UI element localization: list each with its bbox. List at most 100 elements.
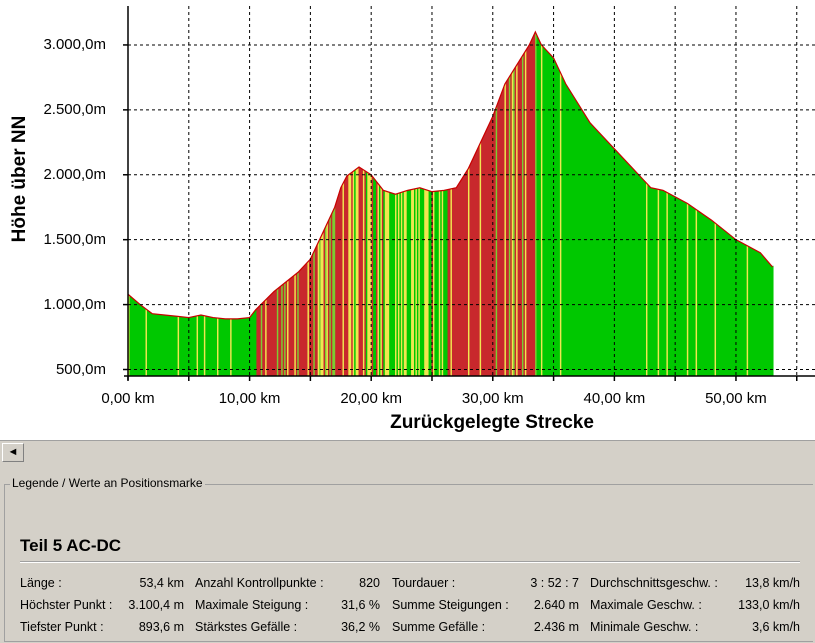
elevation-strip-350 [638, 174, 641, 376]
elevation-strip-333 [613, 148, 616, 376]
elevation-strip-426 [749, 246, 752, 376]
elevation-strip-116 [297, 271, 300, 376]
elevation-strip-14 [148, 310, 151, 376]
elevation-strip-161 [362, 169, 365, 376]
elevation-strip-169 [374, 179, 377, 376]
elevation-strip-217 [444, 189, 447, 376]
elevation-strip-16 [151, 312, 154, 376]
elevation-strip-225 [456, 185, 459, 376]
elevation-strip-328 [606, 140, 609, 376]
elevation-strip-194 [411, 189, 414, 376]
elevation-strip-15 [149, 311, 152, 376]
elevation-strip-237 [473, 153, 476, 376]
elevation-chart[interactable] [0, 0, 815, 440]
elevation-chart-panel[interactable]: Höhe über NN Zurückgelegte Strecke 500,0… [0, 0, 815, 440]
elevation-strip-272 [524, 49, 527, 376]
elevation-strip-401 [713, 221, 716, 376]
elevation-strip-81 [246, 317, 249, 376]
elevation-strip-112 [291, 276, 294, 376]
elevation-strip-425 [748, 246, 751, 376]
lowest-point-label: Tiefster Punkt : [20, 620, 104, 634]
elevation-strip-240 [478, 144, 481, 376]
elevation-strip-327 [605, 138, 608, 376]
elevation-strip-436 [764, 257, 767, 376]
elevation-strip-36 [180, 316, 183, 376]
elevation-strip-126 [311, 252, 314, 376]
elevation-strip-242 [481, 138, 484, 376]
elevation-strip-278 [533, 32, 536, 376]
elevation-strip-50 [200, 314, 204, 376]
elevation-strip-371 [669, 193, 672, 376]
elevation-strip-438 [767, 260, 770, 376]
elevation-strip-227 [459, 180, 462, 376]
elevation-strip-260 [507, 77, 510, 376]
elevation-strip-65 [222, 318, 225, 376]
elevation-strip-409 [724, 230, 727, 376]
elevation-strip-433 [759, 252, 762, 376]
elevation-strip-218 [446, 189, 449, 376]
elevation-strip-437 [765, 258, 768, 376]
elevation-strip-432 [758, 251, 761, 376]
elevation-strip-183 [395, 193, 398, 376]
elevation-strip-203 [424, 189, 427, 376]
elevation-strip-292 [554, 58, 557, 376]
elevation-strip-210 [434, 191, 437, 376]
elevation-strip-347 [634, 170, 637, 376]
elevation-strip-351 [640, 176, 643, 376]
elevation-strip-256 [501, 89, 504, 376]
elevation-strip-7 [138, 302, 141, 376]
elevation-strip-91 [260, 303, 263, 376]
legend-groupbox [4, 484, 813, 642]
elevation-strip-53 [205, 315, 208, 376]
elevation-strip-31 [173, 315, 176, 376]
min-speed-label: Minimale Geschw. : [590, 620, 699, 634]
elevation-strip-234 [469, 163, 472, 376]
elevation-strip-325 [602, 135, 605, 376]
elevation-strip-380 [682, 200, 685, 376]
elevation-strip-417 [736, 239, 739, 376]
scroll-left-arrow-icon[interactable]: ◄ [2, 443, 24, 462]
elevation-strip-296 [559, 71, 562, 376]
elevation-strip-393 [701, 213, 704, 376]
elevation-strip-22 [160, 314, 163, 376]
elevation-strip-392 [699, 212, 703, 376]
y-tick-label-1: 1.000,0m [43, 295, 106, 313]
elevation-strip-2 [130, 296, 133, 376]
elevation-strip-64 [221, 318, 224, 376]
elevation-strip-75 [237, 318, 240, 376]
elevation-strip-105 [281, 284, 284, 376]
elevation-strip-142 [335, 200, 338, 376]
elevation-strip-109 [287, 279, 290, 376]
elevation-strip-382 [685, 202, 688, 376]
elevation-strip-156 [355, 168, 358, 376]
elevation-strip-205 [427, 190, 430, 376]
elevation-strip-435 [762, 255, 765, 376]
elevation-strip-267 [517, 61, 520, 376]
y-tick-label-0: 500,0m [55, 360, 106, 378]
elevation-strip-261 [508, 75, 511, 376]
max-grade-label: Maximale Steigung : [195, 598, 309, 612]
avg-speed-value: 13,8 km/h [745, 576, 800, 590]
elevation-strip-47 [196, 315, 199, 376]
elevation-strip-364 [659, 189, 662, 376]
horizontal-scrollbar[interactable]: ◄ [0, 440, 815, 463]
elevation-strip-33 [176, 316, 179, 376]
elevation-strip-295 [558, 68, 561, 376]
elevation-strip-317 [590, 123, 593, 376]
elevation-strip-259 [505, 80, 508, 376]
elevation-strip-67 [225, 318, 228, 376]
elevation-strip-96 [268, 295, 271, 376]
elevation-strip-361 [654, 188, 657, 376]
elevation-strip-375 [675, 196, 678, 376]
max-speed-label: Maximale Geschw. : [590, 598, 702, 612]
elevation-strip-228 [460, 178, 463, 376]
elevation-strip-377 [678, 198, 681, 376]
elevation-strip-10 [142, 306, 145, 376]
checkpoints-value: 820 [359, 576, 380, 590]
elevation-strip-268 [519, 58, 522, 376]
elevation-strip-174 [381, 188, 384, 376]
elevation-strip-379 [681, 199, 684, 376]
elevation-strip-362 [656, 188, 659, 376]
elevation-strip-117 [298, 270, 301, 376]
elevation-strip-439 [768, 262, 771, 376]
